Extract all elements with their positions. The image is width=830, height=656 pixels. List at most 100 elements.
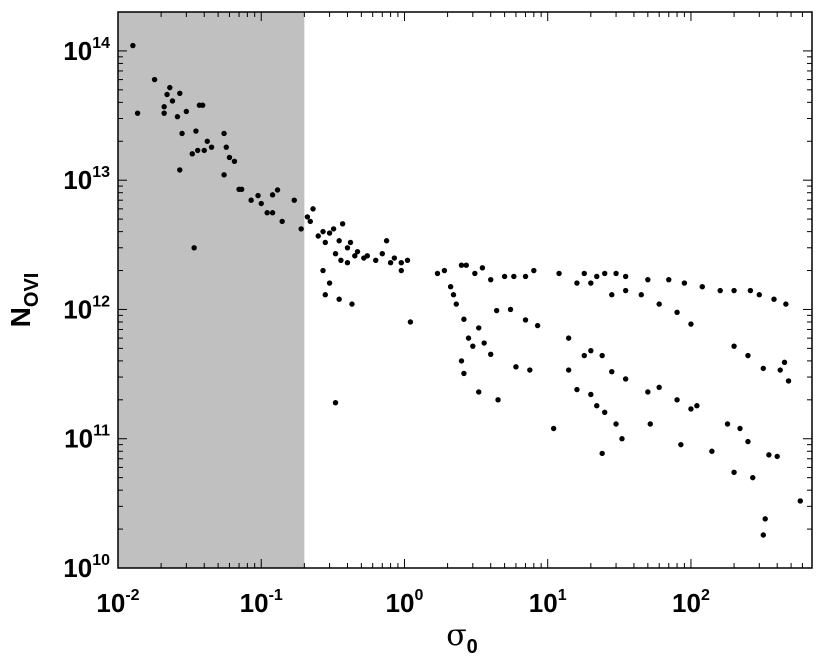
data-point [594,403,600,409]
data-point [622,376,629,382]
data-point [315,233,321,239]
data-point [330,226,337,232]
data-point [177,90,183,97]
data-point [201,147,207,154]
data-point [332,399,339,406]
data-point [379,250,385,257]
data-point [307,218,313,225]
data-point [588,347,594,354]
x-tick-label: 10-2 [96,587,139,618]
data-point [688,321,694,327]
data-point [647,421,653,427]
data-point [622,287,629,294]
x-tick-labels: 10-2 10-1 100 101 102 [96,587,710,618]
data-point [354,248,361,255]
data-point [383,238,390,244]
data-point [745,352,751,359]
data-point [507,306,514,313]
data-point [565,335,572,341]
data-point [599,450,605,457]
data-point [387,259,394,266]
data-point [255,192,261,199]
data-point [556,270,562,277]
data-point [581,270,587,277]
data-point [479,265,486,271]
data-point [194,147,201,154]
data-point [783,301,789,307]
data-point [450,292,457,298]
data-point [322,239,328,246]
y-tick-label: 1014 [63,35,110,66]
data-point [613,270,619,277]
data-point [747,287,754,294]
data-point [674,397,680,403]
data-point [476,389,482,395]
data-point [339,221,346,227]
data-point [522,317,529,323]
data-point [465,335,472,341]
data-point [291,197,297,203]
data-point [344,259,351,266]
data-point [731,343,737,349]
data-point [781,359,788,366]
data-point [441,267,448,274]
data-point [191,245,197,251]
data-point [493,307,500,314]
data-point [771,296,777,302]
data-point [609,368,615,375]
data-point [274,187,281,193]
data-point [602,270,608,277]
data-point [674,309,680,316]
data-point [602,409,608,416]
data-point [511,273,517,280]
data-point [238,186,245,193]
data-point [326,280,333,286]
data-point [638,292,644,298]
data-point [609,292,615,298]
data-point [347,239,354,246]
data-point [774,453,780,460]
data-point [461,316,467,322]
data-point [522,273,529,280]
data-point [164,91,170,98]
data-point [470,343,476,349]
data-point [531,267,537,274]
data-point [458,358,465,364]
y-axis-label-subscript: OVI [21,273,43,307]
data-point [134,110,141,116]
data-point [574,280,580,286]
x-tick-label: 102 [672,587,710,618]
y-tick-labels: 1010 1011 1012 1013 1014 [63,35,110,583]
data-point [391,255,398,261]
y-tick-label: 1013 [63,164,110,195]
data-point [326,230,333,236]
data-point [298,226,304,232]
data-point [724,421,731,427]
data-point [338,257,344,264]
data-point [645,389,651,395]
data-point [481,340,487,346]
data-point [777,367,783,373]
x-tick-label: 10-1 [240,587,283,618]
data-point [737,425,743,432]
data-point [476,325,482,331]
data-point [645,276,651,283]
data-point [656,384,662,390]
data-point [717,287,723,294]
data-point [130,42,136,49]
data-point [183,108,190,115]
data-point [550,425,557,432]
data-point [463,262,469,268]
data-point [404,257,411,264]
data-point [599,352,605,359]
plot-frame [117,11,813,569]
data-point [447,283,454,290]
y-tick-label: 1010 [63,552,110,583]
data-point [745,438,751,445]
data-point [458,262,465,268]
data-point [199,102,206,108]
data-point [694,403,700,409]
data-points [130,42,804,538]
x-tick-label: 101 [529,587,567,618]
